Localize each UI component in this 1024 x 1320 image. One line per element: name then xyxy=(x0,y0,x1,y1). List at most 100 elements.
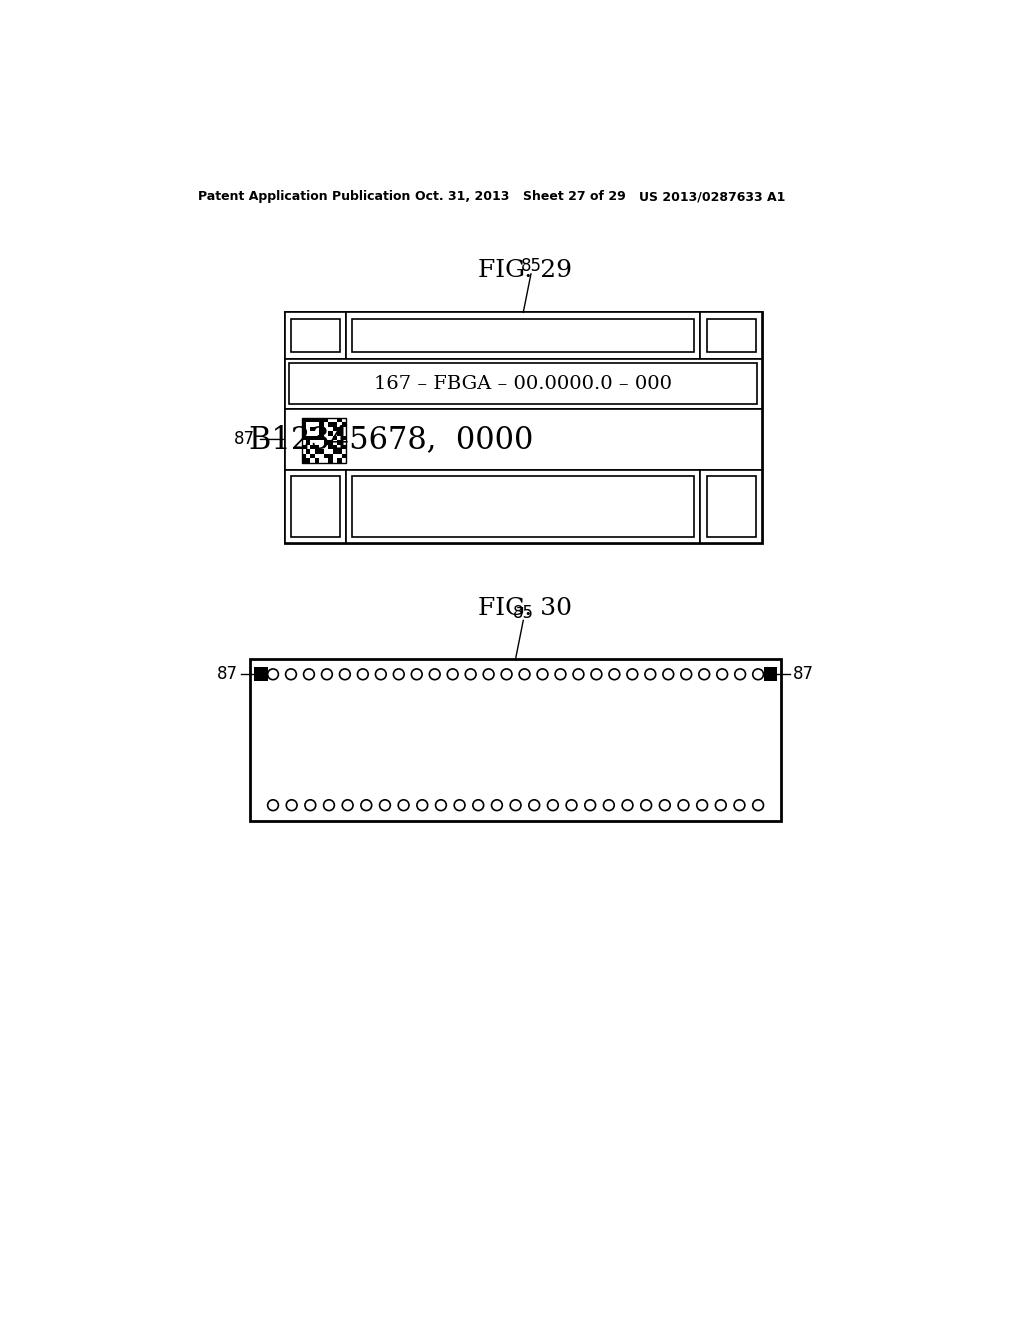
Bar xyxy=(329,422,333,426)
Bar xyxy=(285,313,762,544)
Bar xyxy=(329,445,333,449)
Bar xyxy=(310,436,315,441)
Bar xyxy=(319,422,324,426)
Circle shape xyxy=(342,800,353,810)
Bar xyxy=(319,432,324,436)
Circle shape xyxy=(548,800,558,810)
Circle shape xyxy=(412,669,422,680)
Bar xyxy=(764,668,777,681)
Bar xyxy=(342,454,346,458)
Circle shape xyxy=(681,669,691,680)
Circle shape xyxy=(717,669,728,680)
Bar xyxy=(700,313,762,359)
Text: 167 – FBGA – 00.0000.0 – 000: 167 – FBGA – 00.0000.0 – 000 xyxy=(374,375,673,392)
Bar xyxy=(342,436,346,441)
Bar xyxy=(254,668,267,681)
Bar xyxy=(291,318,340,352)
Bar xyxy=(306,418,310,422)
Bar xyxy=(342,422,346,426)
Bar xyxy=(319,436,324,441)
Circle shape xyxy=(455,800,465,810)
Circle shape xyxy=(696,800,708,810)
Bar xyxy=(315,458,319,462)
Circle shape xyxy=(322,669,333,680)
Text: 87: 87 xyxy=(234,430,255,449)
Circle shape xyxy=(380,800,390,810)
Bar xyxy=(319,426,324,432)
Bar xyxy=(324,454,329,458)
Text: 87: 87 xyxy=(793,665,814,684)
Circle shape xyxy=(641,800,651,810)
Circle shape xyxy=(501,669,512,680)
Bar xyxy=(315,445,319,449)
Circle shape xyxy=(267,669,279,680)
Bar xyxy=(337,441,342,445)
Circle shape xyxy=(357,669,369,680)
Bar xyxy=(319,449,324,454)
Circle shape xyxy=(603,800,614,810)
Bar xyxy=(337,449,342,454)
Bar xyxy=(346,313,700,359)
Text: Sheet 27 of 29: Sheet 27 of 29 xyxy=(523,190,626,203)
Text: FIG. 29: FIG. 29 xyxy=(478,259,571,281)
Bar xyxy=(333,449,337,454)
Bar xyxy=(315,449,319,454)
Circle shape xyxy=(753,800,764,810)
Bar xyxy=(315,418,319,422)
Circle shape xyxy=(519,669,530,680)
Circle shape xyxy=(324,800,335,810)
Circle shape xyxy=(591,669,602,680)
Bar xyxy=(310,426,315,432)
Bar xyxy=(333,426,337,432)
Bar xyxy=(337,418,342,422)
Text: B12345678,  0000: B12345678, 0000 xyxy=(249,424,534,455)
Bar xyxy=(310,418,315,422)
Circle shape xyxy=(447,669,458,680)
Bar xyxy=(329,432,333,436)
Text: US 2013/0287633 A1: US 2013/0287633 A1 xyxy=(639,190,785,203)
Bar xyxy=(301,436,306,441)
Circle shape xyxy=(305,800,315,810)
Circle shape xyxy=(303,669,314,680)
Bar xyxy=(285,359,762,409)
Text: FIG. 30: FIG. 30 xyxy=(478,598,571,620)
Bar xyxy=(329,458,333,462)
Bar xyxy=(342,445,346,449)
Bar xyxy=(329,441,333,445)
Bar xyxy=(285,470,346,544)
Bar xyxy=(310,445,315,449)
Circle shape xyxy=(267,800,279,810)
Circle shape xyxy=(659,800,671,810)
Bar xyxy=(306,441,310,445)
Bar xyxy=(324,441,329,445)
Bar xyxy=(291,477,340,537)
Bar xyxy=(306,449,310,454)
Circle shape xyxy=(566,800,577,810)
Text: 85: 85 xyxy=(520,257,542,275)
Bar xyxy=(352,318,694,352)
Bar xyxy=(285,409,762,470)
Text: 85: 85 xyxy=(513,603,534,622)
Bar xyxy=(301,432,306,436)
Circle shape xyxy=(398,800,409,810)
Bar xyxy=(306,436,310,441)
Text: Patent Application Publication: Patent Application Publication xyxy=(199,190,411,203)
Bar xyxy=(319,418,324,422)
Circle shape xyxy=(585,800,596,810)
Circle shape xyxy=(340,669,350,680)
Bar xyxy=(333,445,337,449)
Bar xyxy=(707,477,756,537)
Bar xyxy=(337,432,342,436)
Circle shape xyxy=(435,800,446,810)
Bar xyxy=(707,318,756,352)
Bar xyxy=(352,477,694,537)
Circle shape xyxy=(492,800,503,810)
Bar xyxy=(301,418,346,462)
Circle shape xyxy=(555,669,566,680)
Circle shape xyxy=(393,669,404,680)
Bar xyxy=(301,426,306,432)
Bar xyxy=(315,436,319,441)
Bar xyxy=(329,454,333,458)
Bar xyxy=(700,470,762,544)
Circle shape xyxy=(417,800,428,810)
